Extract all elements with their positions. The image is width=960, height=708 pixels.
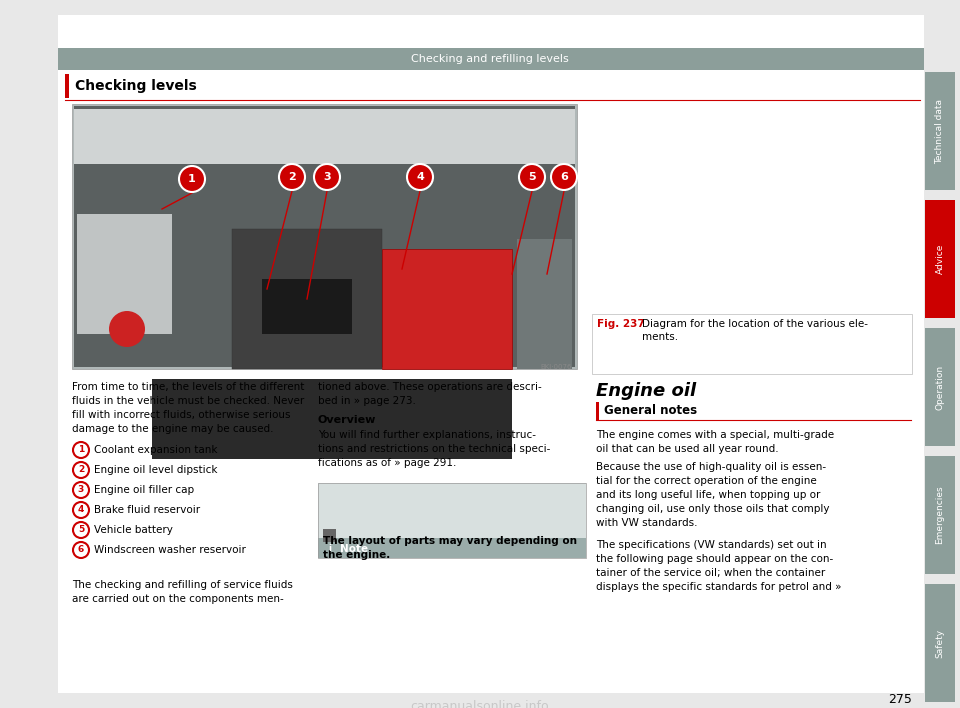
Bar bbox=[77, 214, 172, 334]
Bar bbox=[232, 229, 382, 369]
Text: General notes: General notes bbox=[604, 404, 697, 418]
Circle shape bbox=[407, 164, 433, 190]
Text: You will find further explanations, instruc-
tions and restrictions on the techn: You will find further explanations, inst… bbox=[318, 430, 550, 468]
Bar bbox=[58, 48, 924, 70]
Text: Checking and refilling levels: Checking and refilling levels bbox=[411, 54, 569, 64]
Text: Safety: Safety bbox=[935, 629, 945, 658]
Text: 1: 1 bbox=[78, 445, 84, 455]
Bar bbox=[152, 379, 512, 459]
Text: tioned above. These operations are descri-
bed in » page 273.: tioned above. These operations are descr… bbox=[318, 382, 541, 406]
Text: Because the use of high-quality oil is essen-
tial for the correct operation of : Because the use of high-quality oil is e… bbox=[596, 462, 829, 528]
Text: 1: 1 bbox=[188, 174, 196, 184]
Text: Vehicle battery: Vehicle battery bbox=[94, 525, 173, 535]
Text: Engine oil filler cap: Engine oil filler cap bbox=[94, 485, 194, 495]
Text: 6: 6 bbox=[78, 545, 84, 554]
Text: Engine oil: Engine oil bbox=[596, 382, 696, 400]
Text: Technical data: Technical data bbox=[935, 98, 945, 164]
Text: 4: 4 bbox=[416, 172, 424, 182]
Text: The specifications (VW standards) set out in
the following page should appear on: The specifications (VW standards) set ou… bbox=[596, 540, 842, 592]
Text: The layout of parts may vary depending on
the engine.: The layout of parts may vary depending o… bbox=[323, 536, 577, 560]
Text: Windscreen washer reservoir: Windscreen washer reservoir bbox=[94, 545, 246, 555]
Text: The checking and refilling of service fluids
are carried out on the components m: The checking and refilling of service fl… bbox=[72, 580, 293, 604]
Text: 3: 3 bbox=[78, 486, 84, 494]
Circle shape bbox=[519, 164, 545, 190]
Text: 6: 6 bbox=[560, 172, 568, 182]
Text: 3: 3 bbox=[324, 172, 331, 182]
Text: 5: 5 bbox=[78, 525, 84, 535]
Text: Engine oil level dipstick: Engine oil level dipstick bbox=[94, 465, 218, 475]
Text: Operation: Operation bbox=[935, 365, 945, 409]
Text: Diagram for the location of the various ele-
ments.: Diagram for the location of the various … bbox=[642, 319, 868, 342]
Bar bbox=[925, 328, 955, 446]
Circle shape bbox=[179, 166, 205, 192]
Bar bbox=[72, 104, 577, 369]
Text: 2: 2 bbox=[78, 465, 84, 474]
Bar bbox=[323, 529, 336, 542]
Text: 5: 5 bbox=[528, 172, 536, 182]
Circle shape bbox=[314, 164, 340, 190]
Bar bbox=[925, 584, 955, 702]
Bar bbox=[65, 74, 69, 98]
Bar bbox=[262, 279, 352, 334]
Text: 4: 4 bbox=[78, 506, 84, 515]
Text: Checking levels: Checking levels bbox=[75, 79, 197, 93]
Text: The engine comes with a special, multi-grade
oil that can be used all year round: The engine comes with a special, multi-g… bbox=[596, 430, 834, 454]
Text: carmanualsonline.info: carmanualsonline.info bbox=[411, 700, 549, 708]
Text: From time to time, the levels of the different
fluids in the vehicle must be che: From time to time, the levels of the dif… bbox=[72, 382, 304, 434]
Bar bbox=[925, 200, 955, 318]
Text: Fig. 237: Fig. 237 bbox=[597, 319, 645, 329]
Text: Overview: Overview bbox=[318, 415, 376, 425]
Bar bbox=[318, 538, 586, 558]
Text: 2: 2 bbox=[288, 172, 296, 182]
Text: 275: 275 bbox=[888, 693, 912, 706]
Bar bbox=[925, 72, 955, 190]
Bar bbox=[592, 314, 912, 374]
Text: i: i bbox=[328, 544, 331, 553]
Bar bbox=[74, 106, 575, 367]
Text: Emergencies: Emergencies bbox=[935, 486, 945, 544]
Bar bbox=[382, 249, 512, 369]
Circle shape bbox=[109, 311, 145, 347]
Circle shape bbox=[551, 164, 577, 190]
Circle shape bbox=[279, 164, 305, 190]
Text: Coolant expansion tank: Coolant expansion tank bbox=[94, 445, 218, 455]
Bar bbox=[925, 456, 955, 574]
Bar bbox=[318, 483, 586, 558]
Bar bbox=[517, 239, 572, 369]
Bar bbox=[596, 402, 599, 420]
Text: BKI·0076: BKI·0076 bbox=[540, 364, 572, 370]
Text: Note: Note bbox=[340, 544, 368, 554]
Text: Brake fluid reservoir: Brake fluid reservoir bbox=[94, 505, 200, 515]
Bar bbox=[74, 109, 575, 164]
Bar bbox=[318, 483, 586, 538]
Text: Advice: Advice bbox=[935, 244, 945, 274]
